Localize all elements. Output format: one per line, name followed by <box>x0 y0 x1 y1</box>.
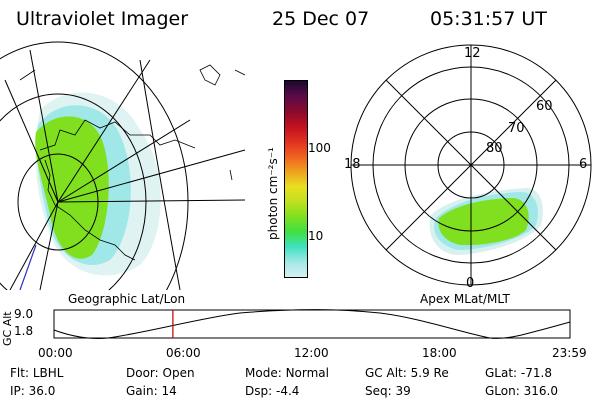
timeline-ytick-1.8: 1.8 <box>14 324 34 338</box>
mlt-label-18: 18 <box>344 157 361 172</box>
terminator-line <box>19 244 37 290</box>
instrument-title: Ultraviolet Imager <box>16 8 189 30</box>
mlat-label-80: 80 <box>486 141 503 156</box>
mlat-label-70: 70 <box>508 121 525 136</box>
timeline-xtick-0600: 06:00 <box>166 346 201 360</box>
timeline-plot <box>0 300 600 350</box>
colorbar-tick-10: 10 <box>308 229 324 243</box>
altitude-curve <box>53 309 571 339</box>
mlt-label-0: 0 <box>466 276 475 291</box>
timeline-xtick-1800: 18:00 <box>422 346 457 360</box>
mlt-label-6: 6 <box>579 157 588 172</box>
geographic-caption: Geographic Lat/Lon <box>68 292 186 306</box>
status-mode: Mode: Normal <box>245 366 329 380</box>
timeline-xtick-2359: 23:59 <box>552 346 587 360</box>
date-label: 25 Dec 07 <box>272 8 370 30</box>
status-glat: GLat: -71.8 <box>485 366 552 380</box>
timeline-svg <box>53 309 571 339</box>
polar-caption: Apex MLat/MLT <box>420 292 510 306</box>
polar-grid <box>350 44 592 286</box>
timeline-xtick-1200: 12:00 <box>294 346 329 360</box>
colorbar-tick-100: 100 <box>308 141 331 155</box>
polar-plot-panel: 12 18 6 0 60 70 80 <box>336 40 596 290</box>
colorbar: 100 10 <box>264 78 331 278</box>
polar-aurora <box>429 188 543 255</box>
status-ip: IP: 36.0 <box>10 384 56 398</box>
status-gc-alt: GC Alt: 5.9 Re <box>365 366 449 380</box>
geographic-map <box>0 41 246 290</box>
colorbar-gradient <box>284 80 308 278</box>
time-label: 05:31:57 UT <box>430 8 547 30</box>
colorbar-unit-label: photon cm⁻²s⁻¹ <box>266 147 280 240</box>
timeline-xtick-0000: 00:00 <box>38 346 73 360</box>
status-dsp: Dsp: -4.4 <box>245 384 300 398</box>
status-gain: Gain: 14 <box>126 384 177 398</box>
status-glon: GLon: 316.0 <box>485 384 558 398</box>
polar-plot <box>350 44 592 286</box>
status-door: Door: Open <box>126 366 195 380</box>
status-flt: Flt: LBHL <box>10 366 64 380</box>
status-seq: Seq: 39 <box>365 384 411 398</box>
timeline-ytick-9: 9.0 <box>14 307 34 321</box>
mlt-label-12: 12 <box>464 46 481 61</box>
coastlines <box>19 64 246 261</box>
geographic-map-panel <box>0 40 250 290</box>
mlat-label-60: 60 <box>536 99 553 114</box>
